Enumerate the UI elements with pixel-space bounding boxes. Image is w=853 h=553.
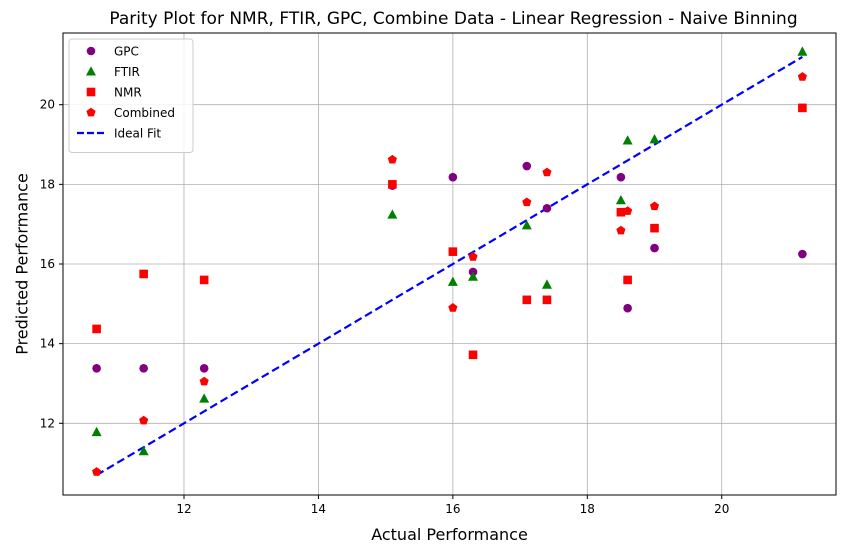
combined-point xyxy=(649,201,660,211)
gpc-point xyxy=(448,172,458,182)
y-axis-label: Predicted Performance xyxy=(13,173,32,355)
nmr-point xyxy=(448,247,458,256)
ftir-point xyxy=(447,276,458,286)
y-tick-label: 14 xyxy=(40,337,55,351)
legend-label-nmr: NMR xyxy=(114,86,142,100)
x-tick-label: 14 xyxy=(311,502,326,516)
nmr-point xyxy=(388,180,397,189)
gpc-point xyxy=(623,303,632,313)
ftir-point xyxy=(797,46,808,56)
combined-point xyxy=(522,197,532,207)
gpc-point xyxy=(92,364,101,373)
legend-label-gpc: GPC xyxy=(114,45,139,59)
legend-swatch-gpc xyxy=(86,46,96,56)
legend-swatch-combined xyxy=(86,107,96,117)
gpc-point xyxy=(650,243,659,253)
nmr-point xyxy=(92,324,101,334)
legend-box xyxy=(68,38,194,153)
x-tick-label: 16 xyxy=(445,502,460,516)
x-axis-label: Actual Performance xyxy=(371,525,528,544)
y-tick-label: 16 xyxy=(40,257,55,271)
legend-label-ftir: FTIR xyxy=(114,65,140,79)
y-tick-label: 12 xyxy=(40,416,55,430)
combined-point xyxy=(623,206,633,215)
legend-label-ideal-fit: Ideal Fit xyxy=(114,127,161,141)
ideal-fit-line xyxy=(96,55,803,477)
combined-point xyxy=(199,376,209,386)
nmr-point xyxy=(139,269,148,279)
gpc-point xyxy=(616,172,626,182)
ftir-point xyxy=(541,279,552,289)
x-tick-label: 20 xyxy=(714,502,729,516)
ftir-point xyxy=(468,271,479,281)
data-points xyxy=(91,46,808,476)
ftir-point xyxy=(622,135,633,145)
nmr-point xyxy=(623,275,632,285)
gpc-point xyxy=(542,203,552,213)
nmr-point xyxy=(798,103,807,113)
nmr-point xyxy=(616,207,626,217)
ftir-point xyxy=(521,220,532,230)
combined-point xyxy=(139,415,149,425)
x-tick-label: 12 xyxy=(176,502,191,516)
ideal-fit-layer xyxy=(96,55,803,477)
ftir-point xyxy=(649,134,660,144)
legend-label-combined: Combined xyxy=(114,106,175,120)
combined-point xyxy=(542,167,552,177)
combined-point xyxy=(387,154,397,164)
gpc-point xyxy=(798,249,807,259)
combined-point xyxy=(616,225,626,235)
combined-point xyxy=(448,303,458,312)
gpc-point xyxy=(199,364,209,373)
ftir-point xyxy=(615,194,626,205)
combined-point xyxy=(92,467,102,476)
y-tick-label: 18 xyxy=(40,177,55,191)
chart-title: Parity Plot for NMR, FTIR, GPC, Combine … xyxy=(109,9,797,29)
x-tick-label: 18 xyxy=(580,502,595,516)
nmr-point xyxy=(650,223,659,233)
ftir-point xyxy=(387,209,398,219)
ftir-point xyxy=(138,445,149,456)
y-tick-label: 20 xyxy=(40,98,55,112)
nmr-point xyxy=(468,350,478,360)
axis-ticks: 12 14 16 18 20 12 14 16 18 20 xyxy=(40,98,730,516)
nmr-point xyxy=(542,295,552,305)
ftir-point xyxy=(91,426,102,437)
legend-swatch-ftir xyxy=(86,66,96,76)
grid-lines xyxy=(63,33,836,495)
nmr-point xyxy=(522,295,532,305)
ftir-point xyxy=(199,393,210,403)
legend-swatch-nmr xyxy=(86,87,96,97)
nmr-point xyxy=(199,275,209,285)
gpc-point xyxy=(139,364,148,373)
legend: GPC FTIR NMR Combined Ideal Fit xyxy=(68,38,194,153)
gpc-point xyxy=(522,161,532,171)
combined-point xyxy=(468,252,478,261)
combined-point xyxy=(797,72,807,81)
